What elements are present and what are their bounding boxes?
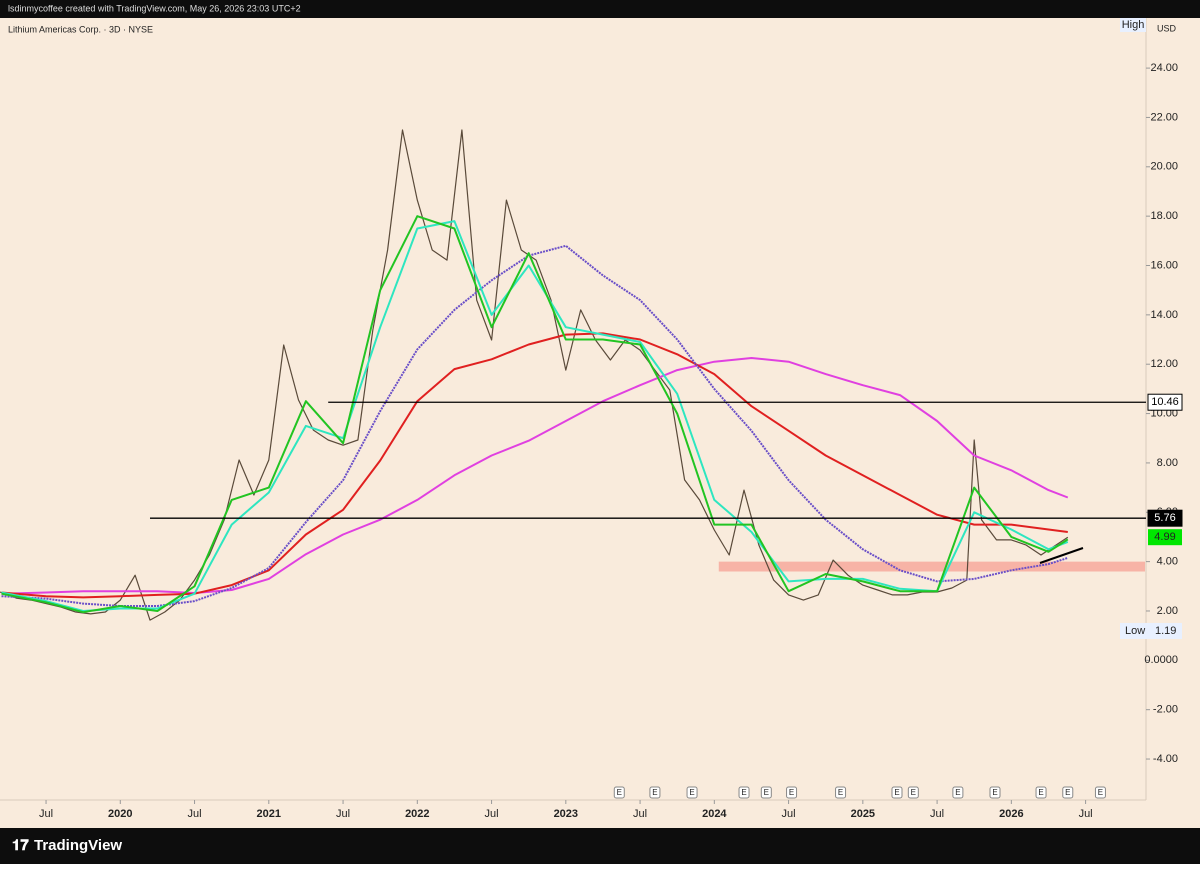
plot: -4.00-2.000.00002.004.006.008.0010.0012.… — [0, 62, 1178, 820]
y-tick-label: 20.00 — [1150, 161, 1178, 173]
y-tick-label: 22.00 — [1150, 111, 1178, 123]
low-value: 1.19 — [1155, 625, 1176, 637]
last-price-tag — [1148, 529, 1182, 546]
event-marker-label: E — [894, 788, 899, 797]
x-tick-label: 2023 — [554, 808, 578, 820]
support-zone — [718, 561, 1145, 572]
x-tick-label: 2022 — [405, 808, 429, 820]
x-tick-label: 2021 — [257, 808, 281, 820]
event-marker — [989, 786, 1001, 799]
event-marker — [907, 786, 919, 799]
brand-logo: 𝟏𝟕 — [12, 837, 29, 854]
y-tick-label: 4.00 — [1157, 556, 1178, 568]
symbol: Lithium Americas Corp. · 3D · NYSE — [8, 24, 153, 34]
x-tick-label: 2024 — [702, 808, 727, 820]
y-tick-label: 2.00 — [1157, 605, 1178, 617]
x-tick-label: Jul — [485, 808, 499, 820]
event-marker — [1094, 786, 1106, 799]
moving-average — [1, 215, 1069, 614]
x-tick-label: Jul — [782, 808, 796, 820]
event-marker — [786, 786, 798, 799]
low-label: Low — [1125, 625, 1145, 637]
y-tick-label: 18.00 — [1150, 210, 1178, 222]
trend-line — [1039, 547, 1084, 564]
high-label: High — [1122, 19, 1145, 31]
event-marker-label: E — [1098, 788, 1103, 797]
event-marker — [891, 786, 903, 799]
event-marker-label: E — [652, 788, 657, 797]
moving-average — [1, 332, 1068, 599]
y-tick-label: -4.00 — [1153, 753, 1178, 765]
x-tick-label: Jul — [188, 808, 202, 820]
header-text: lsdinmycoffee created with TradingView.c… — [8, 3, 301, 13]
last-price-label: 4.99 — [1154, 531, 1175, 543]
y-tick-label: 14.00 — [1150, 309, 1178, 321]
price-line — [0, 129, 1069, 621]
high-box — [1120, 18, 1146, 32]
x-tick-label: 2020 — [108, 808, 132, 820]
y-tick-label: 0.0000 — [1144, 654, 1178, 666]
x-tick-label: 2025 — [851, 808, 875, 820]
brand: TradingView — [34, 837, 122, 854]
moving-average — [1, 357, 1069, 595]
event-marker-label: E — [1065, 788, 1070, 797]
event-marker-label: E — [689, 788, 694, 797]
y-tick-label: 8.00 — [1157, 457, 1178, 469]
y-tick-label: -2.00 — [1153, 704, 1178, 716]
event-marker-label: E — [992, 788, 997, 797]
event-marker — [835, 786, 847, 799]
event-marker-label: E — [911, 788, 916, 797]
event-marker — [1062, 786, 1074, 799]
x-tick-label: 2026 — [999, 808, 1023, 820]
y-tick-label: 16.00 — [1150, 259, 1178, 271]
header-bar — [0, 0, 1200, 18]
price-tag-label: 10.46 — [1151, 396, 1179, 408]
moving-average — [1, 244, 1069, 607]
currency: USD — [1157, 23, 1177, 33]
price-tag — [1147, 393, 1183, 411]
y-tick-label: 12.00 — [1150, 358, 1178, 370]
event-marker-label: E — [741, 788, 746, 797]
x-tick-label: Jul — [1079, 808, 1093, 820]
x-tick-label: Jul — [336, 808, 350, 820]
x-tick-label: Jul — [633, 808, 647, 820]
event-marker — [686, 786, 698, 799]
event-marker — [1035, 786, 1047, 799]
footer-bar — [0, 828, 1200, 864]
x-tick-label: Jul — [39, 808, 53, 820]
event-marker-label: E — [617, 788, 622, 797]
event-marker — [952, 786, 964, 799]
event-marker-label: E — [1038, 788, 1043, 797]
x-tick-label: Jul — [930, 808, 944, 820]
event-marker — [738, 786, 750, 799]
low-box — [1120, 622, 1182, 639]
event-marker — [613, 786, 625, 799]
event-marker-label: E — [838, 788, 843, 797]
y-tick-label: 24.00 — [1150, 62, 1178, 74]
event-marker-label: E — [764, 788, 769, 797]
event-marker-label: E — [789, 788, 794, 797]
event-marker-label: E — [955, 788, 960, 797]
event-marker — [649, 786, 661, 799]
price-tag-label: 5.76 — [1154, 512, 1175, 524]
price-tag — [1147, 509, 1183, 527]
event-marker — [760, 786, 772, 799]
